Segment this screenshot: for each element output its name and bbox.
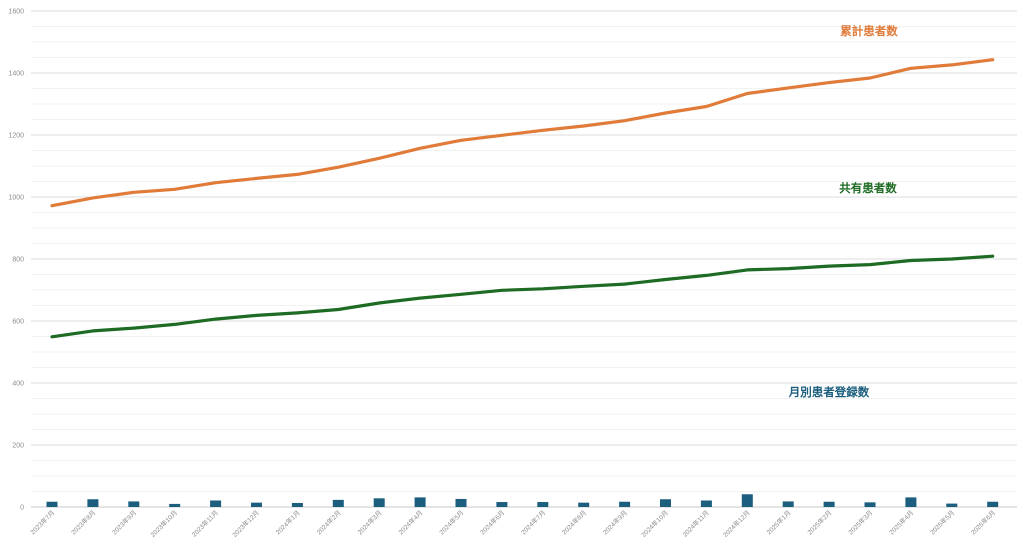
y-axis: 0 200 400 600 800 1000 1200 1400 1600: [8, 9, 24, 512]
bar: [537, 502, 549, 507]
x-tick-label: 2024年3月: [355, 508, 383, 536]
y-tick-label: 0: [20, 505, 24, 512]
y-tick-label: 400: [12, 381, 24, 388]
x-tick-label: 2023年7月: [28, 508, 56, 536]
bar: [619, 501, 631, 507]
series-label-shared: 共有患者数: [839, 181, 897, 195]
y-tick-label: 1200: [8, 133, 24, 140]
x-tick-label: 2024年6月: [478, 508, 506, 536]
bar: [496, 502, 508, 507]
x-tick-label: 2025年4月: [887, 508, 915, 536]
bar: [210, 500, 222, 507]
series-label-cumulative: 累計患者数: [840, 24, 898, 38]
bar: [128, 501, 140, 507]
x-tick-label: 2024年12月: [721, 508, 752, 539]
grid: [31, 10, 1017, 508]
series-line-1: [50, 254, 995, 339]
x-tick-label: 2025年5月: [928, 508, 956, 536]
bar: [660, 499, 671, 507]
x-tick-label: 2023年10月: [148, 508, 179, 539]
x-tick-label: 2025年2月: [805, 508, 833, 536]
series-line-0: [50, 58, 995, 208]
x-tick-label: 2023年8月: [69, 508, 97, 536]
bar: [946, 503, 958, 507]
bar: [87, 499, 99, 507]
bar-series: [46, 494, 999, 507]
bar: [741, 494, 753, 507]
y-tick-label: 600: [12, 319, 24, 326]
bar: [251, 502, 262, 507]
bar: [700, 500, 712, 507]
x-tick-label: 2023年11月: [189, 508, 220, 539]
bar: [414, 497, 426, 507]
bar: [455, 498, 467, 507]
x-tick-label: 2024年2月: [314, 508, 342, 536]
bar: [373, 498, 385, 507]
y-tick-label: 1600: [8, 9, 24, 16]
y-tick-label: 800: [12, 257, 24, 264]
x-tick-label: 2023年9月: [110, 508, 138, 536]
x-tick-label: 2024年1月: [273, 508, 301, 536]
x-tick-label: 2024年4月: [396, 508, 424, 536]
bar: [823, 501, 835, 507]
x-tick-label: 2024年9月: [601, 508, 629, 536]
line-series: [50, 58, 995, 339]
x-axis: 2023年7月 2023年8月 2023年9月 2023年10月 2023年11月 202…: [28, 508, 997, 539]
x-tick-label: 2023年12月: [230, 508, 261, 539]
y-tick-label: 1400: [8, 71, 24, 78]
x-tick-label: 2025年3月: [846, 508, 874, 536]
series-label-monthly: 月別患者登録数: [788, 385, 870, 399]
series-labels: 累計患者数 共有患者数 月別患者登録数: [788, 24, 898, 399]
x-tick-label: 2024年8月: [560, 508, 588, 536]
x-tick-label: 2024年11月: [680, 508, 711, 539]
bar: [46, 501, 58, 507]
x-tick-label: 2024年7月: [519, 508, 547, 536]
bar: [169, 503, 181, 507]
bar: [782, 501, 794, 507]
x-tick-label: 2025年6月: [969, 508, 997, 536]
bar: [905, 497, 917, 507]
x-tick-label: 2024年5月: [437, 508, 465, 536]
y-tick-label: 1000: [8, 195, 24, 202]
bar: [578, 502, 590, 507]
x-tick-label: 2024年10月: [639, 508, 670, 539]
bar: [987, 501, 999, 507]
bar: [291, 502, 303, 507]
bar: [332, 499, 344, 507]
x-tick-label: 2025年1月: [764, 508, 792, 536]
bar: [864, 502, 876, 507]
y-tick-label: 200: [12, 443, 24, 450]
